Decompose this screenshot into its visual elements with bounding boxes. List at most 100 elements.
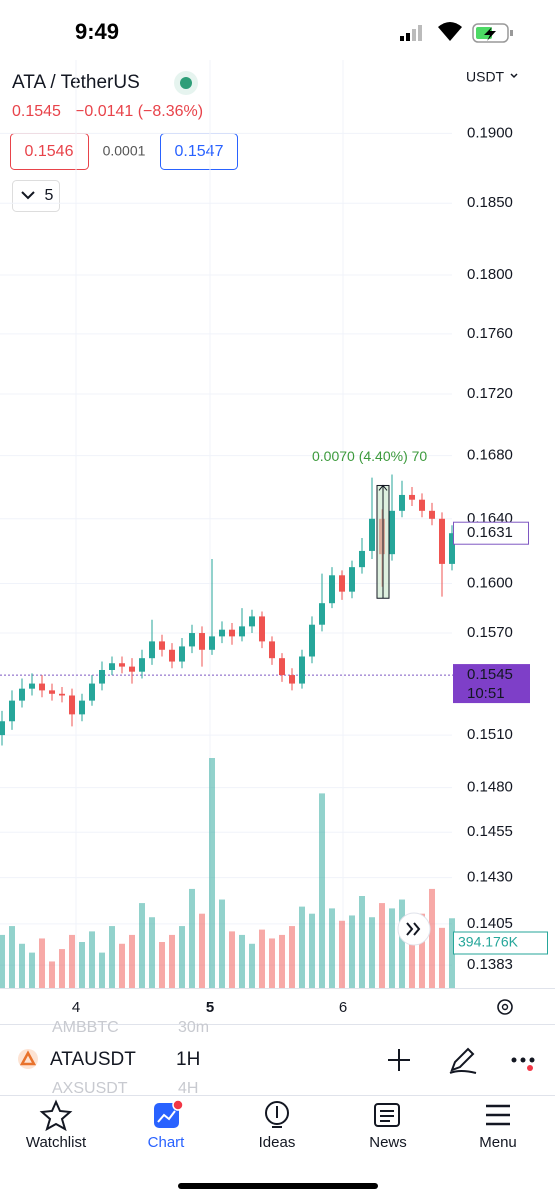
volume-bar [329, 908, 335, 988]
add-button[interactable] [388, 1049, 410, 1071]
currency-select[interactable]: USDT [466, 69, 505, 85]
menu-icon[interactable] [486, 1104, 510, 1126]
toggle-count[interactable]: 5 [45, 187, 54, 204]
volume-bar [369, 917, 375, 988]
volume-bar [199, 913, 205, 988]
clock: 9:49 [75, 19, 119, 44]
symbol[interactable]: ATAUSDT [50, 1049, 136, 1070]
y-tick-label: 0.1430 [467, 869, 513, 886]
y-tick-label: 0.1480 [467, 779, 513, 796]
bid-price[interactable]: 0.1546 [25, 143, 74, 160]
tab-label[interactable]: Watchlist [26, 1134, 87, 1151]
volume-bar [219, 899, 225, 988]
candle-body [339, 575, 345, 592]
x-tick-label: 4 [72, 999, 80, 1016]
candle-body [329, 575, 335, 604]
candle-body [179, 646, 185, 662]
ghost-interval: 4H [178, 1080, 198, 1097]
price-change: −0.0141 (−8.36%) [75, 103, 203, 120]
candle-body [239, 626, 245, 637]
candle-body [409, 494, 415, 500]
candle-body [9, 700, 15, 722]
tab-label[interactable]: Ideas [259, 1134, 296, 1151]
volume-bar [9, 926, 15, 988]
candle-body [149, 641, 155, 659]
tab-label[interactable]: Menu [479, 1134, 517, 1151]
volume-bar [379, 903, 385, 988]
tab-label[interactable]: News [369, 1134, 407, 1151]
collapse-toggle[interactable] [12, 180, 60, 212]
candle-body [49, 690, 55, 694]
volume-bar [429, 888, 435, 988]
candle-body [319, 603, 325, 625]
candle-body [39, 683, 45, 691]
volume-bar [129, 934, 135, 988]
volume-bar [359, 896, 365, 988]
volume-bar [339, 920, 345, 988]
candle-body [229, 629, 235, 637]
volume-label: 394.176K [458, 934, 519, 950]
home-indicator [178, 1183, 378, 1189]
candle-body [119, 663, 125, 667]
candle-body [429, 510, 435, 519]
interval[interactable]: 1H [176, 1049, 200, 1070]
more-button[interactable] [511, 1057, 535, 1072]
chart-icon[interactable] [154, 1103, 179, 1128]
current-price-box [453, 664, 530, 704]
chevron-icon [21, 191, 35, 200]
ask-price[interactable]: 0.1547 [175, 143, 224, 160]
candle-body [89, 683, 95, 701]
volume-bar [209, 758, 215, 988]
news-icon[interactable] [374, 1103, 400, 1127]
status-icons [400, 22, 513, 43]
candle-body [109, 663, 115, 670]
volume-bar [49, 961, 55, 988]
market-status-dot [180, 77, 192, 89]
volume-bar [159, 942, 165, 988]
chart-icon-line [157, 1110, 176, 1123]
y-tick-label: 0.1850 [467, 194, 513, 211]
last-price-box [453, 521, 529, 545]
candle-body [399, 494, 405, 511]
candle-body [29, 683, 35, 689]
volume-bar [279, 934, 285, 988]
volume-bar [249, 943, 255, 988]
candle-body [199, 633, 205, 650]
candle-body [349, 567, 355, 592]
volume-bar [449, 918, 455, 988]
volume-bar [139, 903, 145, 988]
candle-body [69, 695, 75, 715]
chart-badge [172, 1099, 184, 1111]
scroll-to-realtime[interactable] [397, 912, 431, 946]
news-icon-lines [380, 1110, 394, 1122]
volume-bar [179, 926, 185, 988]
volume-bar [169, 934, 175, 988]
volume-bar [319, 793, 325, 988]
y-tick-label: 0.1455 [467, 823, 513, 840]
volume-bar [259, 929, 265, 988]
measure-label: 0.0070 (4.40%) 70 [312, 448, 427, 464]
volume-bar [0, 934, 5, 988]
candle-body [279, 658, 285, 676]
measure-arrow [378, 484, 388, 599]
y-tick-label: 0.1570 [467, 624, 513, 641]
candle-body [0, 721, 5, 736]
volume-bar [269, 938, 275, 988]
currency-chevron [510, 73, 518, 79]
draw-button[interactable] [449, 1047, 477, 1074]
y-tick-label: 0.1760 [467, 325, 513, 342]
volume-bar [349, 915, 355, 988]
settings-icon[interactable] [497, 999, 513, 1015]
volume-label-box [453, 931, 548, 955]
y-tick-label: 0.1405 [467, 915, 513, 932]
countdown: 10:51 [467, 685, 505, 702]
candle-body [249, 616, 255, 627]
volume-bar [79, 942, 85, 988]
ideas-icon[interactable] [265, 1101, 289, 1125]
candle-body [419, 499, 425, 511]
watchlist-icon[interactable] [39, 1099, 73, 1132]
candle-body [449, 533, 455, 564]
tab-label[interactable]: Chart [148, 1134, 186, 1151]
